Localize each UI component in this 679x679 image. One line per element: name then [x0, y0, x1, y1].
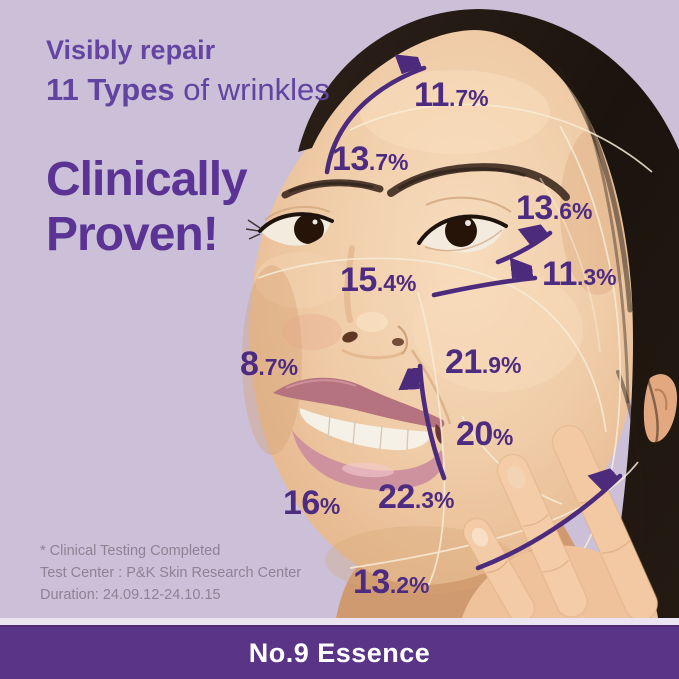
pct-frac: %	[319, 493, 341, 519]
pct-int: 22	[378, 478, 415, 516]
headline-claim-line1: Clinically	[46, 153, 248, 207]
left-eye	[245, 205, 334, 246]
arrow-icon-forehead	[324, 68, 427, 175]
disclaimer: * Clinical Testing Completed Test Center…	[40, 540, 301, 606]
hair-strands	[553, 63, 659, 568]
divider-strip	[0, 618, 679, 627]
headline-line1: Visibly repair	[46, 35, 216, 65]
pct-frac: %	[492, 424, 514, 450]
pct-frac: .6%	[552, 198, 593, 224]
product-banner: No.9 Essence	[0, 625, 679, 679]
pct-frac: .7%	[368, 149, 409, 175]
nose	[341, 245, 452, 425]
pct-frac: .9%	[481, 352, 522, 378]
improvement-arrows	[324, 68, 623, 571]
pct-label-under-eye: 11.3%	[542, 257, 617, 291]
arrow-icon-eye-corner	[495, 233, 553, 265]
right-eye	[417, 196, 512, 253]
pct-frac: .3%	[414, 487, 455, 513]
hair	[298, 9, 679, 618]
pct-int: 13	[516, 189, 553, 227]
pct-int: 11	[542, 255, 577, 293]
ring-finger	[462, 517, 536, 618]
pct-int: 15	[340, 261, 377, 299]
pct-label-chin: 16%	[283, 486, 340, 520]
headline-line2-bold: 11 Types	[46, 72, 175, 108]
pct-frac: .7%	[258, 354, 299, 380]
pct-int: 21	[445, 343, 482, 381]
headline-line2-rest: of wrinkles	[174, 72, 330, 108]
pct-label-cheek: 20%	[456, 417, 513, 451]
pct-frac: .2%	[389, 572, 430, 598]
pct-int: 13	[353, 563, 390, 601]
headline-line2: 11 Types of wrinkles	[46, 71, 330, 110]
disclaimer-line1: * Clinical Testing Completed	[40, 543, 221, 559]
pct-frac: .7%	[448, 85, 489, 111]
mouth	[273, 377, 445, 491]
teeth	[299, 408, 432, 451]
pct-label-eye-corner: 13.6%	[516, 191, 592, 225]
woman-face	[242, 27, 637, 594]
arrow-icon-jawline	[475, 476, 623, 571]
headline-claim-line2: Proven!	[46, 207, 219, 261]
pct-label-forehead-top: 11.7%	[414, 78, 489, 112]
headline: Visibly repair 11 Types of wrinkles Clin…	[46, 34, 330, 263]
pct-frac: .4%	[376, 270, 417, 296]
arrow-icon-under-eye	[431, 278, 538, 298]
disclaimer-line3: Duration: 24.09.12-24.10.15	[40, 587, 221, 603]
middle-finger	[551, 424, 659, 618]
pct-label-lower-cheek: 22.3%	[378, 480, 454, 514]
eyebrows	[281, 163, 570, 201]
pct-int: 13	[332, 140, 369, 178]
pct-label-nasolabial: 21.9%	[445, 345, 521, 379]
disclaimer-line2: Test Center : P&K Skin Research Center	[40, 565, 302, 581]
pct-int: 8	[240, 345, 259, 383]
arrow-icon-nasolabial	[420, 363, 447, 481]
photo-illustration	[242, 9, 679, 618]
pct-int: 11	[414, 76, 449, 114]
pct-label-nose-bridge: 15.4%	[340, 263, 416, 297]
pct-int: 20	[456, 415, 493, 453]
pct-frac: .3%	[576, 264, 617, 290]
headline-claim: Clinically Proven!	[46, 153, 330, 262]
pct-label-jawline: 13.2%	[353, 565, 429, 599]
pct-label-upper-lip: 8.7%	[240, 347, 298, 381]
pct-int: 16	[283, 484, 320, 522]
pct-label-brow: 13.7%	[332, 142, 408, 176]
product-name: No.9 Essence	[248, 637, 431, 668]
